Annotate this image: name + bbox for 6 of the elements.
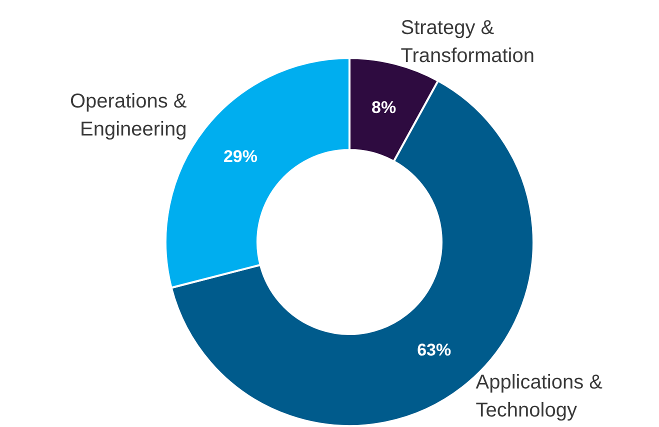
slice-label: Strategy & Transformation bbox=[400, 16, 534, 67]
data-label: 63% bbox=[417, 340, 452, 360]
slice-label: Operations & Engineering bbox=[70, 90, 188, 140]
slice-label: Applications & Technology bbox=[476, 372, 604, 422]
data-label: 8% bbox=[372, 98, 396, 118]
data-label: 29% bbox=[223, 147, 258, 166]
